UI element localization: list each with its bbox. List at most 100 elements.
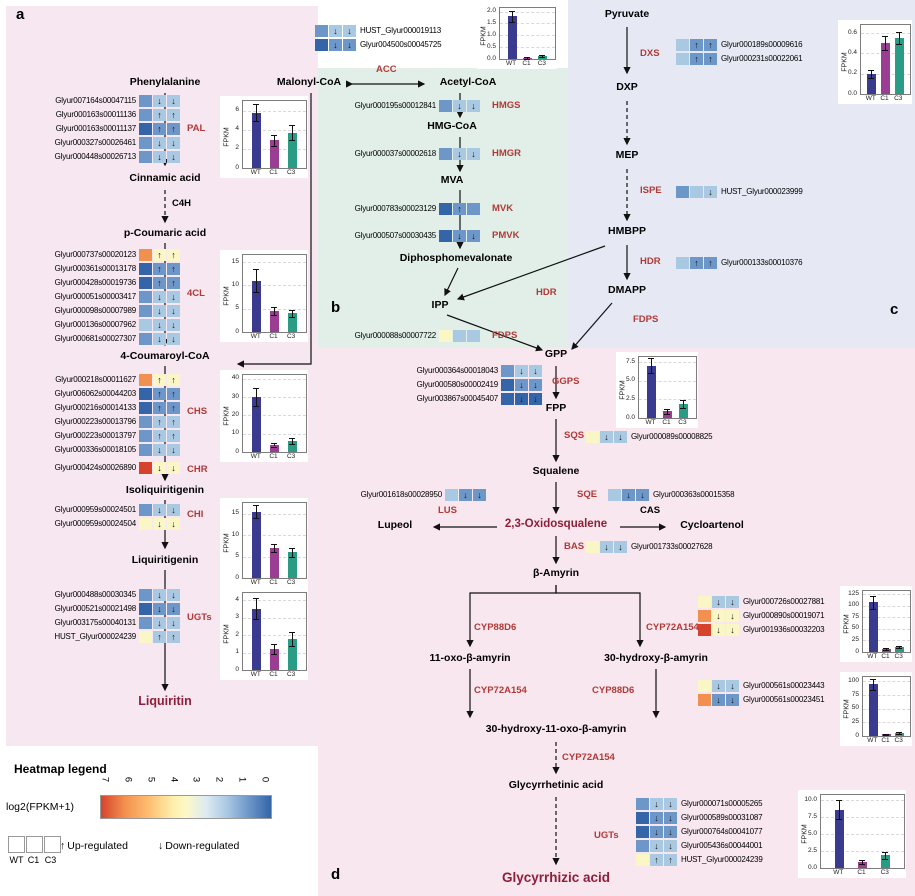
chs-gene-heatmap: Glyur000218s00011627 ↑ ↑ Glyur006062s000442… xyxy=(4,373,181,457)
heatmap-cell: ↑ xyxy=(704,38,717,51)
gridline xyxy=(243,262,306,263)
heatmap-cell xyxy=(139,401,152,414)
y-tick-label: 0.0 xyxy=(847,89,857,97)
gene-id: Glyur006062s00044203 xyxy=(54,389,137,398)
bar-c1 xyxy=(270,548,279,578)
y-tick-label: 0 xyxy=(235,163,239,171)
up-regulated-label: Up-regulated xyxy=(67,840,128,852)
legend-title: Heatmap legend xyxy=(14,762,107,776)
gene-row: Glyur000223s00013796 ↑ ↑ xyxy=(4,415,181,428)
x-tick-label: C3 xyxy=(286,333,296,340)
heatmap-cell xyxy=(139,373,152,386)
enzyme-pmvk: PMVK xyxy=(492,230,520,241)
legend-scale-tick: 2 xyxy=(213,776,225,783)
error-bar-cap xyxy=(524,57,530,59)
error-bar-cap xyxy=(288,631,295,633)
enzyme-cyp72a154-3: CYP72A154 xyxy=(562,752,615,763)
heatmap-cell: ↓ xyxy=(153,616,166,629)
gene-row: Glyur000098s00007989 ↓ ↓ xyxy=(4,304,181,317)
error-bar xyxy=(256,505,258,518)
error-bar xyxy=(256,269,258,293)
error-bar-cap xyxy=(883,648,889,650)
enzyme-ugts-d: UGTs xyxy=(594,830,619,841)
y-tick-label: 0.6 xyxy=(847,28,857,36)
legend-up-regulated: ↑ Up-regulated xyxy=(60,840,128,852)
y-tick-label: 0 xyxy=(235,447,239,455)
legend-scale-tick: 5 xyxy=(145,776,157,783)
heatmap-cell: ↓ xyxy=(153,443,166,456)
enzyme-cyp72a154-2: CYP72A154 xyxy=(474,685,527,696)
gene-id: Glyur003867s00045407 xyxy=(416,394,499,403)
error-bar xyxy=(274,442,275,447)
heatmap-cell: ↑ xyxy=(453,202,466,215)
gene-row: Glyur000424s00026890 ↓ ↓ xyxy=(4,461,181,474)
error-bar-cap xyxy=(271,442,277,444)
gene-row: ↓ ↓ Glyur000363s00015358 xyxy=(608,488,735,501)
gridline xyxy=(243,617,306,619)
y-tick-label: 5 xyxy=(235,552,239,560)
gene-row: Glyur000364s00018043 ↓ ↓ xyxy=(366,364,543,377)
metabolite-30-hydroxy-beta-amyrin: 30-hydroxy-β-amyrin xyxy=(604,652,708,664)
gene-row: Glyur000580s00002419 ↓ ↓ xyxy=(366,378,543,391)
gene-row: Glyur000051s00003417 ↓ ↓ xyxy=(4,290,181,303)
heatmap-cell: ↓ xyxy=(650,825,663,838)
panel-label-c: c xyxy=(890,301,899,318)
panel-label-d: d xyxy=(331,866,341,883)
error-bar xyxy=(256,103,258,122)
y-tick-label: 0.0 xyxy=(807,863,817,871)
heatmap-cell: ↓ xyxy=(712,595,725,608)
metabolite-liquiritigenin: Liquiritigenin xyxy=(131,554,199,566)
4cl-gene-heatmap: Glyur000737s00020123 ↑ ↑ Glyur000361s000131… xyxy=(4,248,181,346)
y-tick-label: 40 xyxy=(231,374,239,382)
x-tick-label: C3 xyxy=(286,671,296,678)
heatmap-cell: ↑ xyxy=(153,401,166,414)
error-bar-cap xyxy=(271,654,277,656)
x-tick-label: C3 xyxy=(894,653,903,660)
error-bar-cap xyxy=(271,543,277,545)
heatmap-cell: ↑ xyxy=(167,630,180,643)
chi-fpkm-chart: 0 5 10 15 WT C1 C3 FPKM xyxy=(220,498,308,588)
chart-plot-area xyxy=(242,254,307,333)
bar-wt xyxy=(834,809,844,868)
heatmap-cell: ↓ xyxy=(473,488,486,501)
metabolite-beta-amyrin: β-Amyrin xyxy=(532,567,580,579)
heatmap-cell: ↑ xyxy=(167,387,180,400)
heatmap-cell xyxy=(139,150,152,163)
heatmap-cell xyxy=(139,503,152,516)
error-bar-cap xyxy=(882,851,889,853)
y-tick-label: 5 xyxy=(235,304,239,312)
heatmap-cell: ↑ xyxy=(650,853,663,866)
bar-wt xyxy=(252,280,262,332)
error-bar xyxy=(885,851,887,859)
bar-c3 xyxy=(881,855,891,868)
heatmap-cell: ↓ xyxy=(636,488,649,501)
error-bar-cap xyxy=(288,140,295,142)
heatmap-cell: ↓ xyxy=(664,839,677,852)
heatmap-cell: ↓ xyxy=(726,623,739,636)
gridline xyxy=(863,722,910,724)
heatmap-cell xyxy=(315,38,328,51)
bar-wt xyxy=(252,397,262,452)
heatmap-cell: ↓ xyxy=(664,797,677,810)
legend-sample-cells xyxy=(8,836,62,853)
enzyme-hmgr: HMGR xyxy=(492,148,522,159)
gene-row: Glyur003867s00045407 ↓ ↓ xyxy=(366,392,543,405)
metabolite-glycyrrhetinic-acid: Glycyrrhetinic acid xyxy=(508,779,604,791)
heatmap-cell: ↓ xyxy=(614,430,627,443)
error-bar-cap xyxy=(664,413,670,415)
enzyme-ggps: GGPS xyxy=(552,376,580,387)
metabolite-30-hydroxy-11-oxo-beta-amyrin: 30-hydroxy-11-oxo-β-amyrin xyxy=(485,723,627,735)
error-bar-cap xyxy=(895,44,902,46)
gridline xyxy=(863,594,910,596)
x-tick-label: C3 xyxy=(894,737,903,744)
heatmap-cell: ↓ xyxy=(329,24,342,37)
heatmap-cell: ↑ xyxy=(153,122,166,135)
x-tick-label: C1 xyxy=(269,579,278,586)
pal-gene-heatmap: Glyur007164s00047115 ↓ ↓ Glyur000163s000111… xyxy=(4,94,181,164)
y-tick-label: 0 xyxy=(235,573,239,581)
chart-plot-area xyxy=(242,592,307,671)
heatmap-cell: ↓ xyxy=(529,364,542,377)
error-bar-cap xyxy=(835,800,842,802)
error-bar-cap xyxy=(253,406,260,408)
